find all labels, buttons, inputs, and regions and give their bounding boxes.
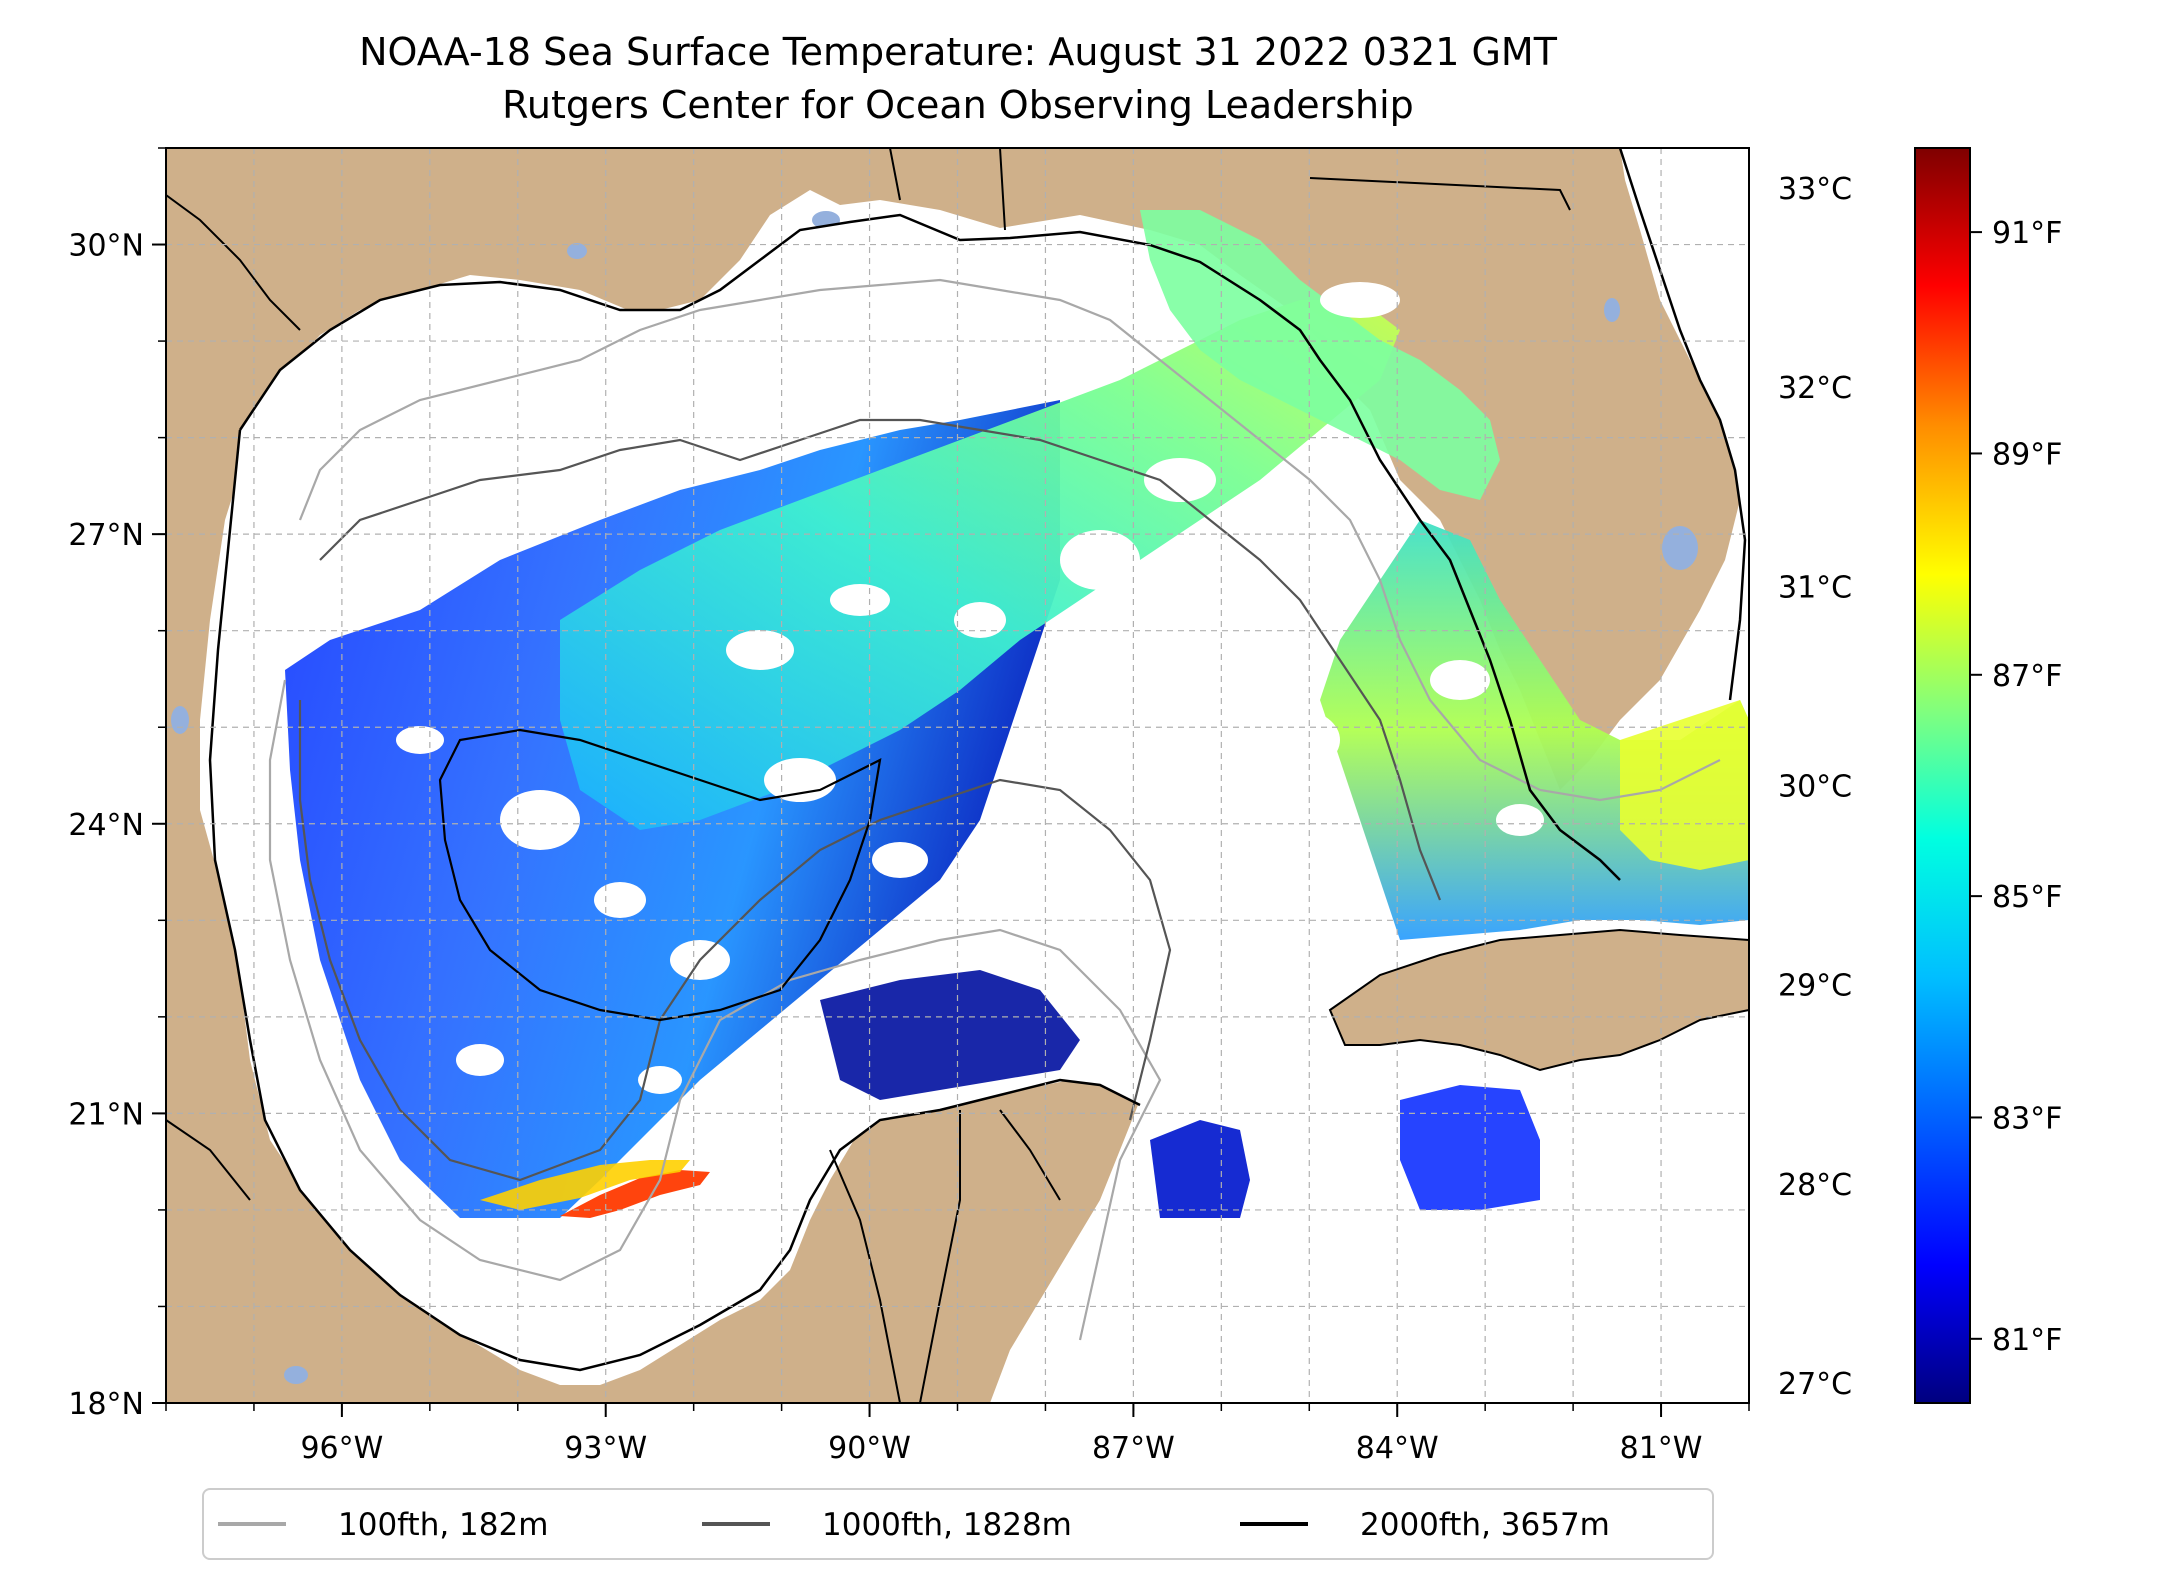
colorbar-celsius-label: 29°C bbox=[1778, 969, 1852, 1004]
colorbar-celsius-label: 30°C bbox=[1778, 769, 1852, 804]
lake-mexico-south bbox=[284, 1366, 308, 1384]
lat-tick-label: 30°N bbox=[68, 229, 144, 264]
legend-frame bbox=[202, 1488, 1714, 1560]
colorbar: 33°C 32°C 31°C 30°C 29°C 28°C 27°C 91°F 89°F 87°… bbox=[1778, 147, 2062, 1404]
border-us-states bbox=[889, 148, 1571, 231]
colorbar-fahrenheit-label: 81°F bbox=[1992, 1323, 2062, 1358]
coastline-florida-atlantic bbox=[1618, 148, 1747, 701]
contour-1000fth bbox=[298, 418, 1442, 1182]
coastline-gulf bbox=[208, 213, 1621, 1372]
lake-mexico-west bbox=[171, 706, 189, 734]
lon-tick-label: 81°W bbox=[1620, 1431, 1703, 1466]
colorbar-fahrenheit-label: 91°F bbox=[1992, 216, 2062, 251]
lon-tick-label: 93°W bbox=[564, 1431, 647, 1466]
sst-campeche-yellow bbox=[480, 1160, 690, 1210]
colorbar-fahrenheit-label: 89°F bbox=[1992, 437, 2062, 472]
lon-tick-label: 96°W bbox=[300, 1431, 383, 1466]
lake-texas-1 bbox=[567, 243, 587, 259]
colorbar-celsius-label: 31°C bbox=[1778, 570, 1852, 605]
latitude-axis: 30°N 27°N 24°N 21°N 18°N bbox=[68, 147, 166, 1422]
lon-tick-label: 87°W bbox=[1092, 1431, 1175, 1466]
title-line-2: Rutgers Center for Ocean Observing Leade… bbox=[502, 83, 1414, 127]
lat-tick-label: 27°N bbox=[68, 518, 144, 553]
colorbar-fahrenheit-label: 87°F bbox=[1992, 659, 2062, 694]
land-cuba bbox=[1328, 928, 1749, 1072]
sst-yucatan-north-cold bbox=[820, 970, 1080, 1100]
sst-yucatan-channel bbox=[1150, 1120, 1250, 1218]
longitude-axis: 96°W 93°W 90°W 87°W 84°W 81°W bbox=[165, 1403, 1750, 1466]
colorbar-fahrenheit-label: 83°F bbox=[1992, 1101, 2062, 1136]
colorbar-celsius-ticks: 33°C 32°C 31°C 30°C 29°C 28°C 27°C bbox=[1778, 172, 1852, 1402]
contour-legend: 100fth, 182m 1000fth, 1828m 2000fth, 365… bbox=[202, 1488, 1714, 1560]
land-north-america-gulf-coast bbox=[166, 148, 1740, 1403]
sst-campeche-warm bbox=[560, 1170, 710, 1218]
colorbar-celsius-label: 32°C bbox=[1778, 371, 1852, 406]
lat-tick-label: 21°N bbox=[68, 1097, 144, 1132]
colorbar-fahrenheit-label: 85°F bbox=[1992, 880, 2062, 915]
lon-tick-label: 90°W bbox=[828, 1431, 911, 1466]
lake-florida-north bbox=[1604, 298, 1620, 322]
caribbean-water bbox=[1000, 1020, 1749, 1403]
sst-florida-straits bbox=[1620, 700, 1749, 870]
colorbar-fahrenheit-ticks: 91°F 89°F 87°F 85°F 83°F 81°F bbox=[1970, 216, 2062, 1358]
sst-patch-north bbox=[1140, 210, 1500, 500]
border-us-mexico bbox=[166, 194, 301, 331]
legend-label-100fth: 100fth, 182m bbox=[338, 1507, 548, 1543]
colorbar-celsius-label: 33°C bbox=[1778, 172, 1852, 207]
lon-tick-label: 84°W bbox=[1356, 1431, 1439, 1466]
lat-tick-label: 18°N bbox=[68, 1387, 144, 1422]
atlantic-water bbox=[1620, 148, 1749, 720]
lake-okeechobee bbox=[1662, 526, 1698, 570]
gridlines bbox=[166, 148, 1749, 1403]
colorbar-celsius-label: 27°C bbox=[1778, 1367, 1852, 1402]
map-panel[interactable] bbox=[166, 148, 1749, 1403]
sst-band-central bbox=[560, 300, 1400, 830]
colorbar-celsius-label: 28°C bbox=[1778, 1168, 1852, 1203]
legend-label-1000fth: 1000fth, 1828m bbox=[822, 1507, 1072, 1543]
legend-label-2000fth: 2000fth, 3657m bbox=[1360, 1507, 1610, 1543]
colorbar-gradient bbox=[1914, 147, 1971, 1404]
contour-2000fth bbox=[438, 728, 882, 1022]
title-line-1: NOAA-18 Sea Surface Temperature: August … bbox=[359, 30, 1558, 74]
lat-tick-label: 24°N bbox=[68, 808, 144, 843]
sst-south-of-cuba bbox=[1400, 1085, 1540, 1210]
coastline-layer bbox=[166, 148, 1747, 1403]
